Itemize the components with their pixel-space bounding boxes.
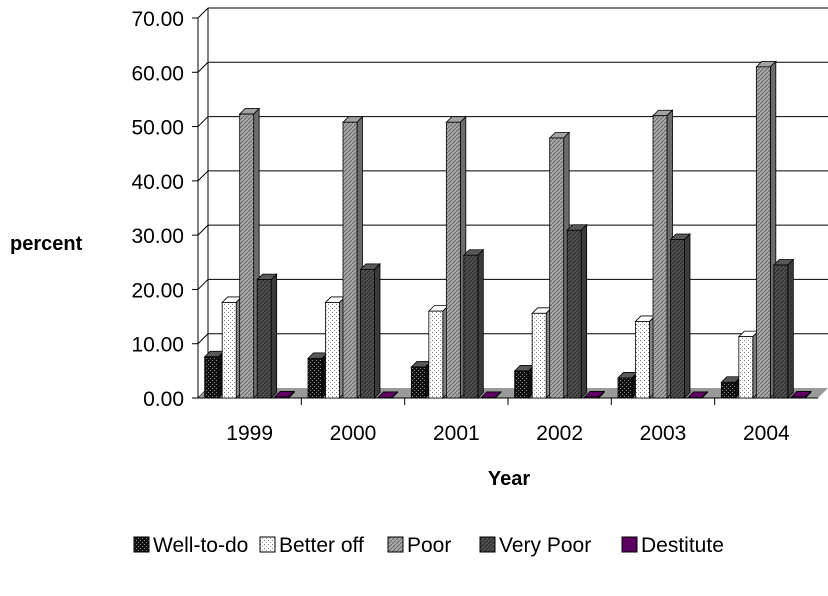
gridline-depth bbox=[197, 61, 209, 73]
gridline-depth bbox=[197, 224, 209, 236]
x-tick-label: 2002 bbox=[536, 422, 583, 445]
legend-swatch bbox=[479, 536, 496, 553]
bar bbox=[377, 390, 399, 399]
y-tick-labels: 0.00 10.00 20.00 30.00 40.00 50.00 60.00 70.00 bbox=[131, 8, 184, 411]
bar bbox=[531, 306, 553, 399]
legend-swatch bbox=[133, 536, 150, 553]
bar bbox=[342, 115, 364, 399]
legend: Well-to-do Better off Poor Very Poor Destitu… bbox=[133, 534, 724, 557]
bar bbox=[221, 295, 243, 399]
bar bbox=[790, 390, 812, 399]
y-tick-label: 70.00 bbox=[131, 8, 184, 31]
bar bbox=[755, 60, 777, 399]
bar bbox=[772, 258, 795, 399]
gridlines bbox=[197, 7, 828, 399]
bar bbox=[359, 262, 381, 399]
gridline-depth bbox=[197, 116, 209, 127]
bar bbox=[583, 390, 606, 399]
axes bbox=[192, 8, 818, 405]
y-tick-label: 60.00 bbox=[131, 62, 184, 85]
legend-entry: Destitute bbox=[641, 534, 724, 557]
bar bbox=[480, 390, 502, 399]
legend-entry: Very Poor bbox=[499, 534, 591, 557]
x-tick-label: 1999 bbox=[226, 422, 273, 445]
bar bbox=[687, 390, 709, 399]
legend-entry: Better off bbox=[279, 534, 364, 557]
bar bbox=[445, 115, 467, 399]
bar bbox=[256, 273, 278, 399]
bar bbox=[634, 314, 656, 399]
bar bbox=[652, 109, 674, 399]
x-tick-labels: 1999 2000 2001 2002 2003 2004 bbox=[226, 422, 790, 445]
bar bbox=[307, 351, 329, 399]
bar bbox=[273, 390, 296, 399]
y-tick-label: 50.00 bbox=[131, 117, 184, 140]
bar bbox=[566, 223, 588, 399]
y-tick-label: 40.00 bbox=[131, 171, 184, 194]
bar bbox=[324, 295, 346, 399]
gridline-depth bbox=[197, 279, 209, 290]
bar bbox=[669, 233, 691, 399]
x-tick-label: 2001 bbox=[433, 422, 480, 445]
bar bbox=[720, 375, 742, 399]
y-tick-label: 10.00 bbox=[131, 334, 184, 357]
bar bbox=[462, 248, 485, 399]
legend-swatch bbox=[387, 536, 404, 553]
bar bbox=[513, 364, 536, 399]
bar bbox=[427, 304, 450, 399]
legend-swatch bbox=[621, 536, 638, 553]
bar bbox=[203, 350, 226, 399]
bar bbox=[737, 330, 760, 399]
gridline-depth bbox=[197, 7, 209, 19]
y-tick-label: 30.00 bbox=[131, 225, 184, 248]
bar bbox=[548, 131, 571, 399]
y-tick-label: 20.00 bbox=[131, 279, 184, 302]
bar bbox=[617, 371, 639, 399]
x-tick-label: 2004 bbox=[743, 422, 790, 445]
legend-entry: Well-to-do bbox=[153, 534, 248, 557]
legend-entry: Poor bbox=[407, 534, 451, 557]
gridline-depth bbox=[197, 170, 209, 182]
legend-swatch bbox=[259, 536, 276, 553]
x-tick-label: 2003 bbox=[640, 422, 687, 445]
bars bbox=[203, 60, 812, 399]
bar bbox=[238, 107, 261, 399]
y-axis-title: percent bbox=[10, 233, 83, 255]
x-axis-title: Year bbox=[488, 468, 530, 490]
y-tick-label: 0.00 bbox=[143, 388, 184, 411]
bar bbox=[410, 360, 432, 399]
x-tick-label: 2000 bbox=[330, 422, 377, 445]
gridline-depth bbox=[197, 333, 209, 345]
